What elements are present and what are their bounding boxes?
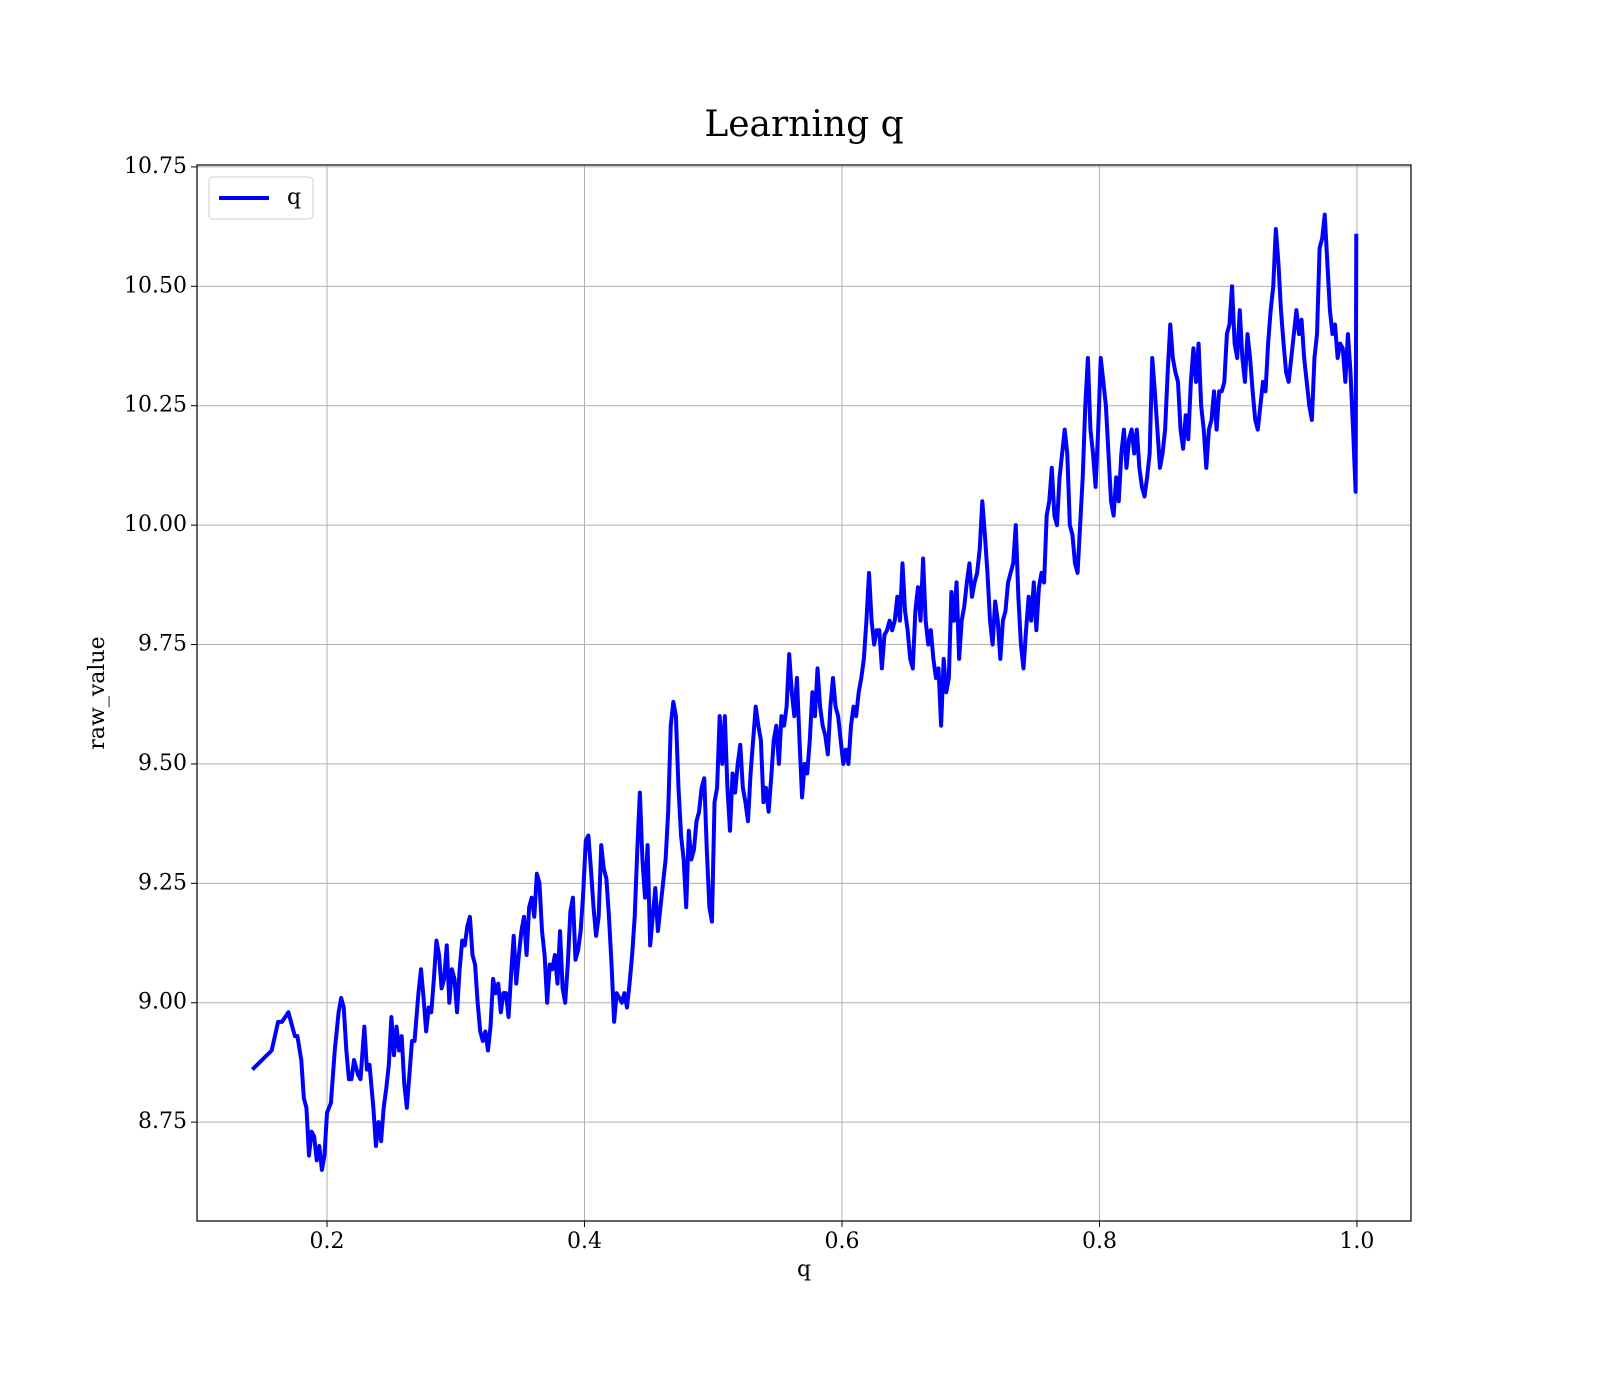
y-tick-label: 9.75 bbox=[138, 632, 187, 657]
plot-frame bbox=[196, 164, 1412, 1222]
data-line bbox=[250, 212, 1359, 1172]
legend: q bbox=[208, 176, 314, 220]
y-tick-label: 10.25 bbox=[124, 393, 187, 418]
y-tick-label: 9.50 bbox=[138, 751, 187, 776]
y-tick-label: 9.25 bbox=[138, 870, 187, 895]
chart-title: Learning q bbox=[704, 104, 903, 145]
y-tick-label: 9.00 bbox=[138, 990, 187, 1015]
legend-label: q bbox=[287, 185, 301, 210]
y-axis-label: raw_value bbox=[85, 636, 110, 749]
y-tick-label: 8.75 bbox=[138, 1109, 187, 1134]
x-tick-label: 0.8 bbox=[1082, 1229, 1117, 1254]
x-axis-label: q bbox=[797, 1257, 811, 1282]
y-tick-label: 10.50 bbox=[124, 273, 187, 298]
y-tick-label: 10.00 bbox=[124, 512, 187, 537]
y-tick-label: 10.75 bbox=[124, 154, 187, 179]
x-tick-label: 0.6 bbox=[824, 1229, 859, 1254]
x-tick-label: 0.2 bbox=[310, 1229, 345, 1254]
x-tick-label: 0.4 bbox=[567, 1229, 602, 1254]
x-tick-label: 1.0 bbox=[1339, 1229, 1374, 1254]
